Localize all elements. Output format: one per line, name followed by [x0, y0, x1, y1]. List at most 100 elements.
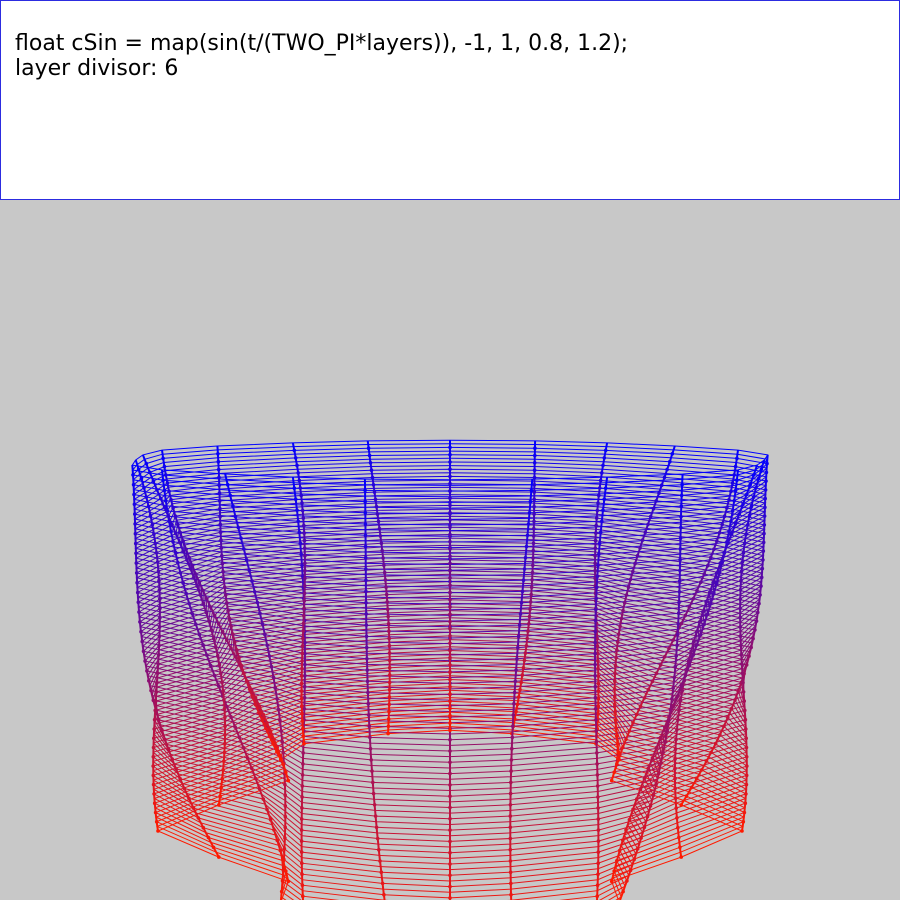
vertex-dot: [711, 580, 715, 585]
vertex-dot: [762, 531, 766, 536]
vertex-dot: [448, 641, 452, 645]
vertex-dot: [645, 814, 650, 819]
vertex-dot: [616, 640, 620, 644]
vertex-dot: [181, 581, 185, 585]
vertex-dot: [596, 689, 601, 693]
vertex-dot: [744, 736, 748, 741]
vertex-dot: [221, 768, 225, 772]
vertex-dot: [236, 525, 241, 530]
vertex-dot: [367, 453, 372, 458]
vertex-dot: [223, 593, 228, 597]
vertex-dot: [593, 695, 598, 700]
vertex-dot: [292, 448, 297, 453]
vertex-dot: [602, 456, 607, 460]
vertex-dot: [448, 460, 452, 464]
vertex-dot: [676, 718, 680, 722]
vertex-dot: [156, 718, 161, 722]
vertex-dot: [678, 845, 682, 850]
vertex-dot: [677, 708, 681, 712]
vertex-dot: [523, 651, 528, 655]
vertex-dot: [386, 622, 391, 626]
vertex-dot: [386, 724, 391, 729]
vertex-dot: [278, 848, 283, 853]
vertex-dot: [148, 470, 152, 475]
vertex-dot: [253, 776, 258, 781]
vertex-dot: [595, 651, 600, 656]
vertex-dot: [153, 541, 158, 546]
vertex-dot: [257, 704, 262, 708]
vertex-dot: [302, 741, 306, 746]
vertex-dot: [739, 578, 743, 583]
vertex-dot: [673, 757, 677, 761]
vertex-dot: [663, 654, 667, 659]
vertex-dot: [615, 762, 619, 766]
vertex-dot: [219, 538, 223, 542]
vertex-dot: [602, 497, 607, 502]
vertex-dot: [207, 619, 211, 623]
vertex-dot: [593, 546, 598, 550]
vertex-dot: [699, 768, 704, 772]
vertex-dot: [661, 750, 665, 755]
vertex-dot: [528, 600, 533, 604]
vertex-dot: [241, 745, 246, 750]
vertex-dot: [147, 678, 151, 683]
vertex-dot: [594, 607, 598, 612]
vertex-dot: [675, 632, 680, 637]
vertex-dot: [621, 838, 625, 843]
vertex-dot: [301, 751, 306, 755]
vertex-dot: [672, 675, 677, 680]
vertex-dot: [763, 488, 768, 492]
vertex-dot: [302, 523, 306, 528]
vertex-dot: [612, 770, 616, 775]
vertex-dot: [367, 713, 371, 717]
vertex-dot: [370, 769, 374, 773]
vertex-dot: [154, 551, 159, 555]
vertex-dot: [713, 741, 718, 746]
vertex-dot: [511, 724, 515, 728]
vertex-dot: [615, 859, 619, 863]
vertex-dot: [679, 621, 684, 626]
vertex-dot: [654, 782, 658, 787]
vertex-dot: [267, 654, 272, 658]
vertex-dot: [158, 615, 162, 620]
vertex-dot: [709, 555, 713, 560]
vertex-dot: [631, 721, 635, 725]
vertex-dot: [302, 695, 307, 700]
vertex-dot: [380, 881, 385, 886]
vertex-dot: [303, 568, 307, 573]
vertex-dot: [674, 654, 678, 658]
vertex-dot: [448, 481, 452, 486]
vertex-dot: [677, 579, 682, 583]
vertex-dot: [593, 561, 597, 565]
vertex-dot: [375, 512, 380, 516]
vertex-dot: [595, 644, 600, 648]
vertex-dot: [134, 551, 138, 556]
vertex-dot: [744, 773, 749, 778]
vertical-edge: [530, 479, 534, 485]
vertex-dot: [273, 686, 278, 690]
vertex-dot: [532, 504, 536, 509]
vertex-dot: [303, 640, 307, 645]
vertex-dot: [219, 546, 224, 550]
vertex-dot: [650, 679, 655, 684]
vertex-dot: [296, 471, 301, 475]
vertex-dot: [640, 538, 645, 542]
vertex-dot: [448, 728, 452, 732]
vertex-dot: [155, 680, 159, 685]
sketch-canvas: [0, 200, 900, 900]
vertex-dot: [229, 624, 233, 629]
vertex-dot: [217, 475, 221, 480]
vertex-dot: [709, 750, 713, 755]
vertex-dot: [595, 784, 600, 788]
vertex-dot: [593, 651, 597, 656]
vertex-dot: [516, 645, 520, 650]
vertex-dot: [595, 751, 599, 755]
vertex-dot: [609, 778, 614, 783]
vertex-dot: [220, 630, 225, 634]
vertex-dot: [747, 654, 751, 658]
vertex-dot: [170, 757, 174, 761]
vertex-dot: [642, 776, 647, 781]
vertex-dot: [191, 806, 196, 810]
vertex-dot: [182, 786, 187, 791]
vertex-dot: [729, 489, 733, 494]
